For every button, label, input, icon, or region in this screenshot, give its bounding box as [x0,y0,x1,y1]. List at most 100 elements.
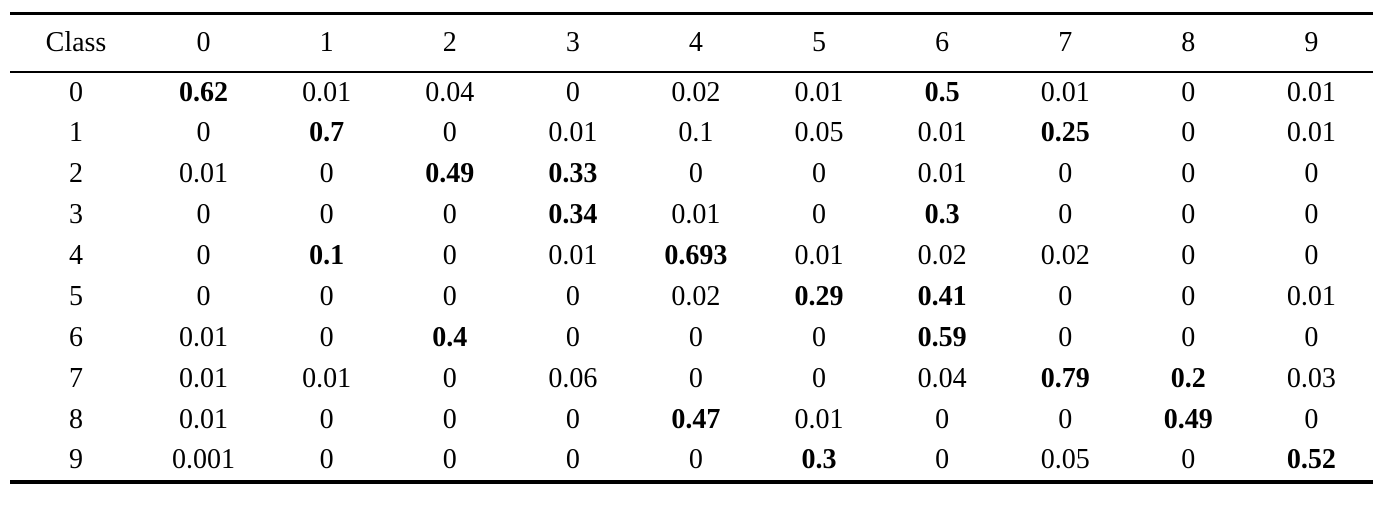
cell: 0.04 [917,363,967,394]
cell: 0.01 [1286,76,1336,108]
cell: 0.03 [1286,363,1336,394]
cell: 0.59 [917,322,967,353]
header-cell-3: 3 [565,26,580,58]
cell: 0.01 [794,76,844,108]
cell: 0 [812,322,827,353]
cell: 0 [1058,158,1073,189]
cell: 0 [1181,322,1196,353]
header-cell-5: 5 [812,26,827,58]
cell: 0.02 [671,76,721,108]
cell: 0.25 [1040,117,1090,148]
cell: 0 [1304,199,1319,230]
header-cell-4: 4 [688,26,703,58]
cell: 0.1 [678,117,714,148]
cell: 0 [935,444,950,475]
row-label: 8 [69,404,83,435]
cell: 0 [688,322,703,353]
cell: 0 [688,444,703,475]
cell: 0 [565,444,580,475]
cell: 0.7 [309,117,345,148]
cell: 0 [935,404,950,435]
cell: 0 [442,117,457,148]
cell: 0.05 [1040,444,1090,475]
cell: 0 [1304,404,1319,435]
cell: 0.01 [548,240,598,271]
cell: 0 [812,363,827,394]
cell: 0 [688,363,703,394]
cell: 0.02 [917,240,967,271]
cell: 0 [1304,240,1319,271]
cell: 0 [1058,199,1073,230]
cell: 0.01 [1286,117,1336,148]
cell: 0.693 [664,240,728,271]
header-cell-6: 6 [935,26,950,58]
cell: 0.01 [302,76,352,108]
cell: 0.49 [425,158,475,189]
row-label: 3 [69,199,83,230]
cell: 0 [1058,404,1073,435]
cell: 0 [319,199,334,230]
cell: 0 [1181,444,1196,475]
cell: 0.05 [794,117,844,148]
header-cell-class: Class [45,26,107,58]
table-row: 8 0.01 0 0 0 0.47 0.01 0 0 0.49 0 [10,400,1373,441]
cell: 0.02 [671,281,721,312]
cell: 0 [442,444,457,475]
table-row: 2 0.01 0 0.49 0.33 0 0 0.01 0 0 0 [10,154,1373,195]
cell: 0.04 [425,76,475,108]
cell: 0 [196,199,211,230]
table-header: Class 0 1 2 3 4 5 6 7 8 9 [10,14,1373,72]
table-row: 0 0.62 0.01 0.04 0 0.02 0.01 0.5 0.01 0 0.01 [10,72,1373,113]
cell: 0.41 [917,281,967,312]
row-label: 7 [69,363,83,394]
row-label: 1 [69,117,83,148]
cell: 0.01 [548,117,598,148]
cell: 0 [319,281,334,312]
cell: 0 [196,117,211,148]
cell: 0.01 [179,322,229,353]
cell: 0.01 [794,240,844,271]
cell: 0 [1181,158,1196,189]
table-row: 7 0.01 0.01 0 0.06 0 0 0.04 0.79 0.2 0.03 [10,359,1373,400]
row-label: 2 [69,158,83,189]
cell: 0 [319,158,334,189]
cell: 0.4 [432,322,468,353]
cell: 0 [565,322,580,353]
cell: 0 [688,158,703,189]
table-row: 6 0.01 0 0.4 0 0 0 0.59 0 0 0 [10,318,1373,359]
header-cell-1: 1 [319,26,334,58]
table-row: 9 0.001 0 0 0 0 0.3 0 0.05 0 0.52 [10,441,1373,482]
table-row: 3 0 0 0 0.34 0.01 0 0.3 0 0 0 [10,195,1373,236]
confusion-matrix-table: Class 0 1 2 3 4 5 6 7 8 9 0 0.62 0.01 0.04 0… [10,12,1373,484]
header-cell-0: 0 [196,26,211,58]
table-row: 4 0 0.1 0 0.01 0.693 0.01 0.02 0.02 0 0 [10,236,1373,277]
cell: 0 [1181,117,1196,148]
table-body: 0 0.62 0.01 0.04 0 0.02 0.01 0.5 0.01 0 0.01 1 0 0.7 0… [10,72,1373,482]
cell: 0.01 [671,199,721,230]
cell: 0 [565,281,580,312]
cell: 0.49 [1163,404,1213,435]
cell: 0 [1181,281,1196,312]
cell: 0.06 [548,363,598,394]
cell: 0.01 [917,117,967,148]
cell: 0.47 [671,404,721,435]
cell: 0.01 [794,404,844,435]
table-row: 5 0 0 0 0 0.02 0.29 0.41 0 0 0.01 [10,277,1373,318]
table-row: 1 0 0.7 0 0.01 0.1 0.05 0.01 0.25 0 0.01 [10,113,1373,154]
cell: 0.01 [917,158,967,189]
cell: 0.29 [794,281,844,312]
cell: 0 [812,199,827,230]
cell: 0.3 [924,199,960,230]
cell: 0 [442,281,457,312]
cell: 0 [196,240,211,271]
cell: 0 [1181,199,1196,230]
cell: 0.01 [179,404,229,435]
cell: 0 [812,158,827,189]
header-cell-9: 9 [1304,26,1319,58]
cell: 0.5 [924,76,960,108]
row-label: 0 [69,76,83,108]
cell: 0.02 [1040,240,1090,271]
cell: 0.01 [1040,76,1090,108]
cell: 0 [1181,76,1196,108]
cell: 0 [442,199,457,230]
